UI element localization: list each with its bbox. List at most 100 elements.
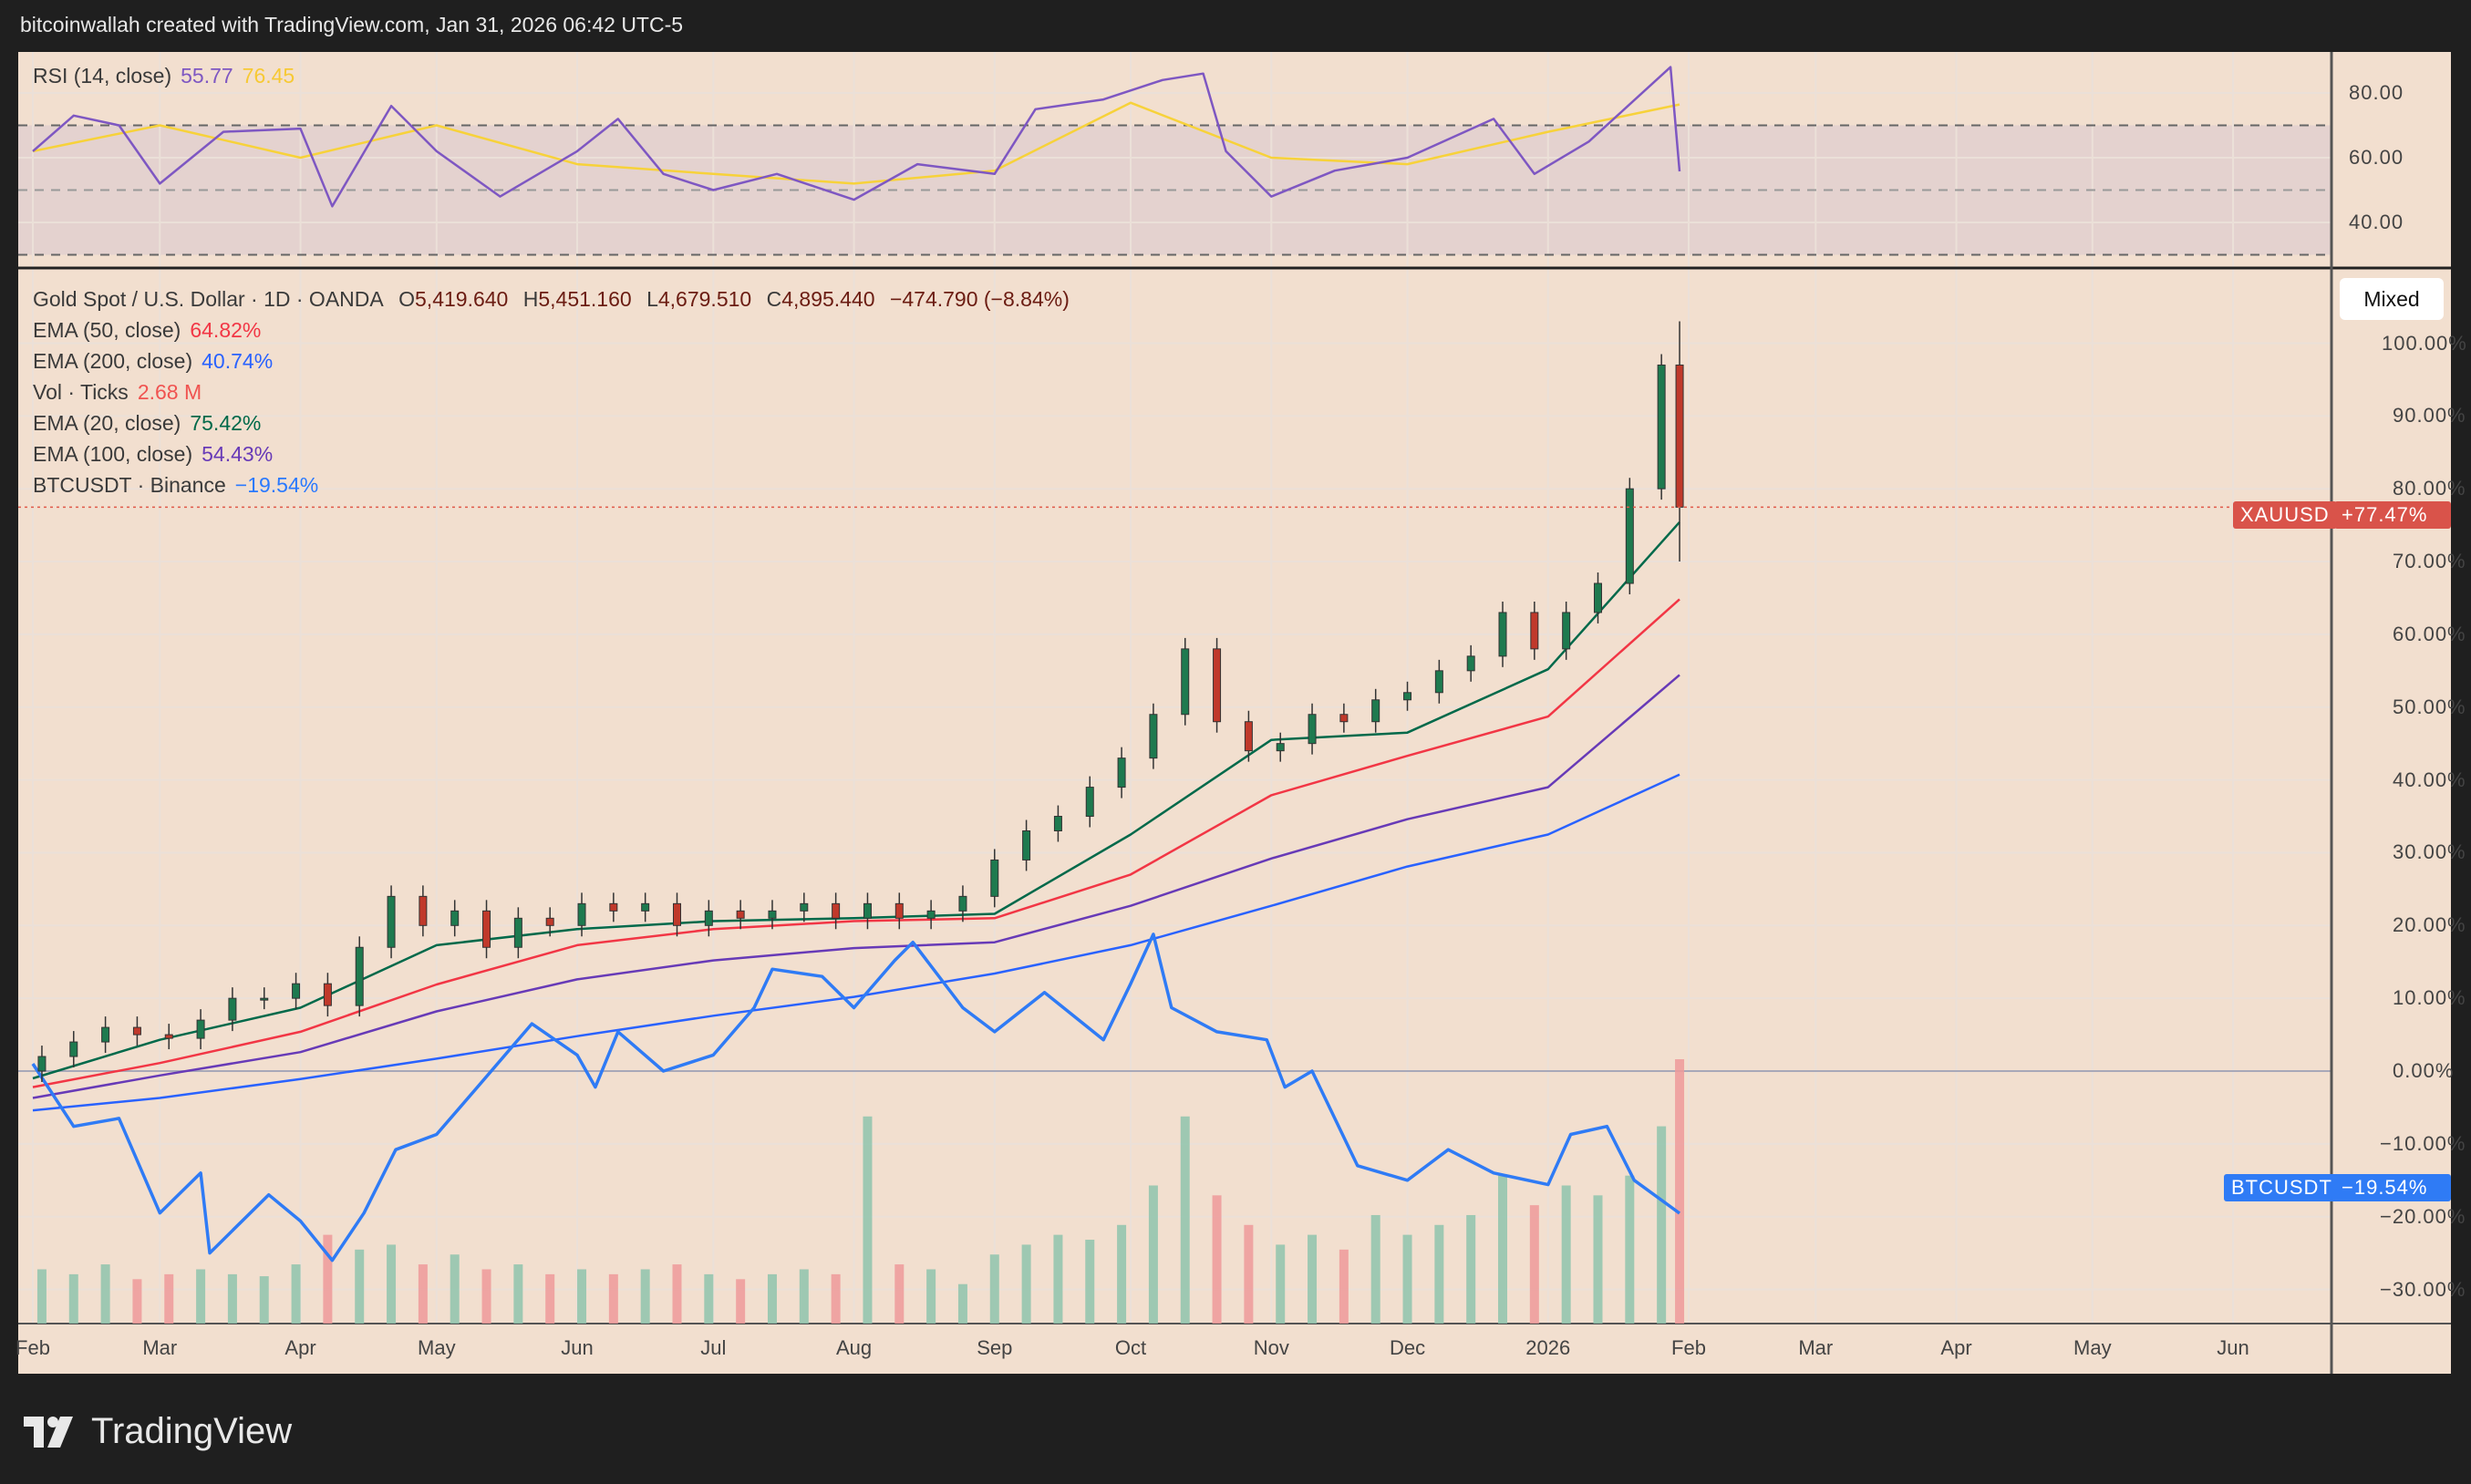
indicator-legend-row[interactable]: BTCUSDT · Binance −19.54% [33, 469, 1079, 500]
rsi-value: 55.77 [181, 64, 233, 88]
indicator-value: 54.43% [202, 442, 274, 466]
change-value: −474.790 (−8.84%) [889, 287, 1070, 311]
volume-bar [68, 1273, 78, 1324]
tradingview-logo-icon [24, 1416, 73, 1448]
volume-bar [513, 1264, 523, 1324]
price-axis-label: 70.00% [2393, 550, 2466, 573]
candle-body [1339, 714, 1349, 723]
volume-bar [481, 1269, 491, 1324]
tradingview-logo-text: TradingView [91, 1411, 293, 1451]
volume-bar [1657, 1126, 1667, 1324]
indicator-name: EMA (100, close) [33, 442, 193, 466]
candle-body [545, 917, 554, 926]
candle-body [1434, 670, 1443, 694]
candle-body [1213, 648, 1222, 723]
time-axis-label: Feb [16, 1336, 50, 1359]
time-axis-label: Jun [2217, 1336, 2249, 1359]
volume-bar [989, 1254, 999, 1324]
volume-bar [1148, 1185, 1158, 1324]
close-value: 4,895.440 [781, 287, 875, 311]
indicator-name: EMA (20, close) [33, 411, 181, 435]
indicator-value: 40.74% [202, 349, 274, 373]
volume-bar [926, 1269, 936, 1324]
price-axis-label: 0.00% [2393, 1059, 2455, 1082]
close-label: C [766, 287, 782, 311]
indicator-value: 64.82% [190, 318, 262, 342]
volume-bar [608, 1273, 618, 1324]
high-label: H [522, 287, 539, 311]
candle-body [513, 917, 522, 948]
symbol-legend-row[interactable]: Gold Spot / U.S. Dollar · 1D · OANDA O5,… [33, 283, 1079, 314]
price-axis-label: 90.00% [2393, 404, 2466, 428]
volume-bar [1021, 1244, 1031, 1324]
candle-body [800, 902, 809, 912]
volume-bar [831, 1273, 841, 1324]
time-axis-label: 2026 [1525, 1336, 1571, 1359]
candle-body [228, 997, 237, 1021]
candle-body [196, 1019, 205, 1039]
candle-body [926, 910, 936, 919]
indicator-legend-row[interactable]: EMA (200, close) 40.74% [33, 345, 1079, 376]
ema-line [32, 674, 1680, 1099]
volume-bar [1561, 1185, 1571, 1324]
volume-bar [1212, 1195, 1222, 1324]
volume-bar [36, 1269, 47, 1324]
candle-body [577, 902, 586, 926]
rsi-line [32, 66, 1681, 208]
candle-body [482, 910, 491, 948]
rsi-legend-name: RSI (14, close) [33, 64, 172, 88]
indicator-name: BTCUSDT · Binance [33, 473, 226, 497]
high-value: 5,451.160 [538, 287, 632, 311]
volume-bar [1276, 1244, 1286, 1324]
candle-body [164, 1034, 173, 1039]
candle-body [132, 1026, 141, 1036]
rsi-axis-label: 40.00 [2349, 211, 2404, 233]
price-axis-label: −20.00% [2380, 1204, 2466, 1228]
ema-line [32, 520, 1680, 1080]
volume-bar [767, 1273, 777, 1324]
rsi-legend[interactable]: RSI (14, close) 55.77 76.45 [33, 64, 304, 88]
candle-body [863, 902, 872, 919]
indicator-legend-row[interactable]: Vol · Ticks 2.68 M [33, 376, 1079, 407]
indicator-legend-row[interactable]: EMA (50, close) 64.82% [33, 314, 1079, 345]
low-value: 4,679.510 [657, 287, 752, 311]
candle-body [990, 859, 999, 897]
time-axis-label: Sep [977, 1336, 1013, 1359]
indicator-legend-row[interactable]: EMA (20, close) 75.42% [33, 407, 1079, 438]
volume-bar [291, 1264, 301, 1324]
time-axis-label: Jun [561, 1336, 594, 1359]
candle-body [1403, 692, 1412, 701]
rsi-ma-line [32, 101, 1680, 185]
indicator-value: −19.54% [234, 473, 319, 497]
indicator-value: 75.42% [190, 411, 262, 435]
volume-bar [672, 1264, 682, 1324]
rsi-ma-value: 76.45 [242, 64, 295, 88]
volume-bar [545, 1273, 555, 1324]
volume-bar [957, 1283, 967, 1324]
volume-bar [355, 1249, 365, 1324]
rsi-axis-label: 60.00 [2349, 146, 2404, 169]
candle-body [894, 902, 904, 919]
time-axis-label: Apr [284, 1336, 316, 1359]
price-axis-label: 80.00% [2393, 477, 2466, 500]
candle-body [1181, 648, 1190, 716]
price-axis-label: 50.00% [2393, 695, 2466, 718]
candle-body [1022, 830, 1031, 861]
candle-body [292, 983, 301, 999]
volume-bar [1053, 1234, 1063, 1324]
chart-frame [18, 52, 2451, 1374]
volume-bar [704, 1273, 714, 1324]
candle-body [672, 902, 681, 926]
candle-body [641, 902, 650, 912]
volume-bar [1085, 1240, 1095, 1324]
candle-body [832, 902, 841, 919]
volume-bar [894, 1264, 905, 1324]
price-axis-label: −30.00% [2380, 1277, 2466, 1301]
indicator-legend-row[interactable]: EMA (100, close) 54.43% [33, 438, 1079, 469]
volume-bar [196, 1269, 206, 1324]
time-axis-label: Apr [1940, 1336, 1972, 1359]
candle-body [1625, 488, 1634, 584]
scale-mode-button[interactable]: Mixed [2340, 278, 2444, 320]
time-axis-label: Oct [1114, 1336, 1147, 1359]
